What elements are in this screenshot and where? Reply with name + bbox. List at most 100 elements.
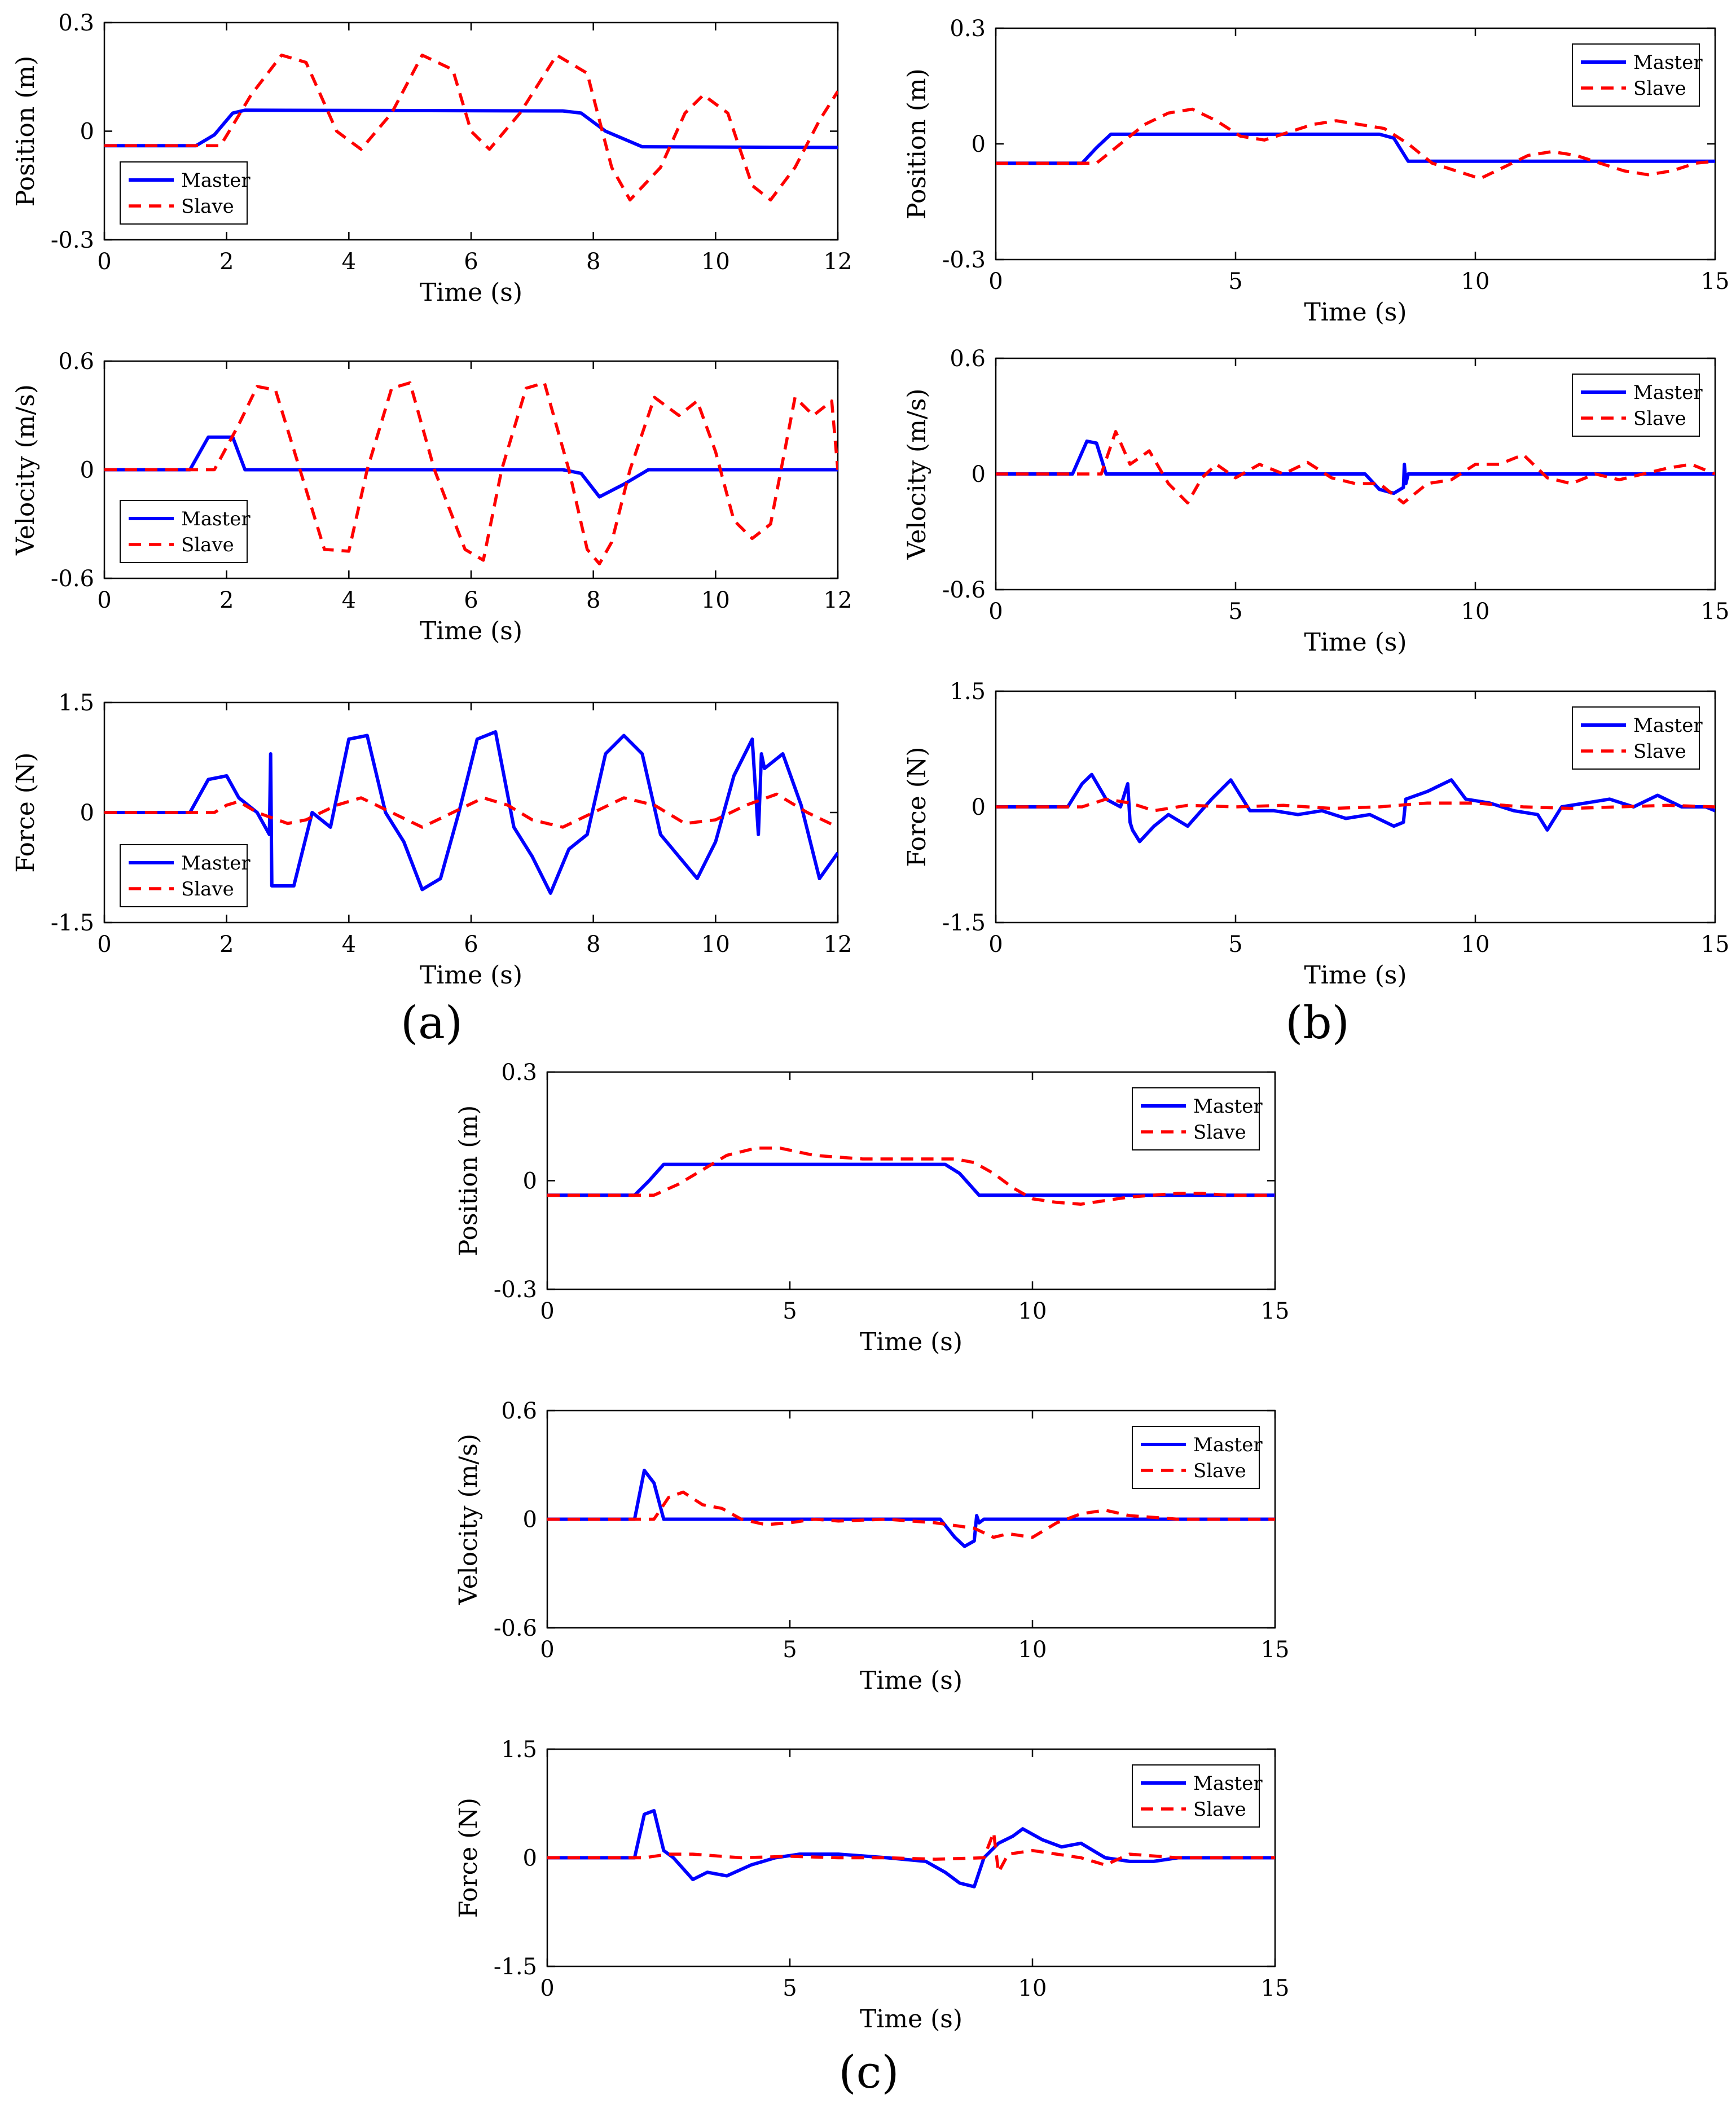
x-tick-label: 2 (219, 249, 234, 275)
y-tick-label: 0 (80, 119, 94, 145)
series-master-line (547, 1162, 1275, 1197)
y-tick-label: 0 (972, 131, 986, 157)
y-tick-label: 0.6 (501, 1398, 537, 1424)
x-tick-label: 15 (1701, 599, 1730, 625)
x-axis-label: Time (s) (860, 2005, 963, 2034)
x-tick-label: 0 (540, 1298, 554, 1324)
series-slave-line (547, 1490, 1275, 1539)
x-tick-label: 8 (586, 587, 600, 613)
series-master-line (104, 108, 838, 150)
x-tick-label: 10 (1018, 1298, 1047, 1324)
y-axis-label: Force (N) (11, 752, 40, 872)
legend-master-label: Master (1193, 1772, 1263, 1795)
legend: Master Slave (1572, 43, 1703, 107)
legend-slave-label: Slave (1633, 740, 1686, 763)
legend-box (120, 500, 248, 563)
x-tick-label: 5 (783, 1637, 797, 1663)
series-slave-line (547, 1830, 1275, 1874)
legend-master-label: Master (1193, 1095, 1263, 1118)
series-master-line (996, 772, 1715, 844)
y-axis-label: Position (m) (903, 68, 931, 219)
y-tick-label: 0 (80, 458, 94, 484)
legend-box (1132, 1764, 1260, 1828)
x-tick-label: 15 (1701, 269, 1730, 295)
x-tick-label: 8 (586, 932, 600, 958)
series-slave-line (996, 430, 1715, 505)
panel-label-b: (b) (1285, 996, 1350, 1049)
x-tick-label: 6 (464, 932, 478, 958)
legend: Master Slave (1132, 1087, 1263, 1150)
y-axis-label: Velocity (m/s) (903, 388, 931, 560)
x-tick-label: 0 (97, 587, 111, 613)
panel-label-a: (a) (401, 996, 463, 1049)
legend: Master Slave (1132, 1764, 1263, 1828)
x-tick-label: 12 (824, 587, 852, 613)
legend-box (1572, 374, 1700, 437)
y-tick-label: 0 (523, 1507, 537, 1533)
x-tick-label: 15 (1261, 1975, 1290, 2001)
y-tick-label: -0.3 (494, 1277, 537, 1303)
y-tick-label: 1.5 (950, 679, 986, 705)
legend-master-label: Master (181, 508, 250, 530)
y-tick-label: 0.3 (58, 10, 94, 36)
x-tick-label: 10 (1461, 269, 1490, 295)
x-tick-label: 0 (540, 1975, 554, 2001)
x-tick-label: 2 (219, 587, 234, 613)
x-tick-label: 0 (97, 249, 111, 275)
y-axis-label: Force (N) (454, 1798, 483, 1918)
legend-slave-label: Slave (181, 534, 234, 556)
x-tick-label: 5 (1228, 932, 1242, 958)
series-slave-line (547, 1147, 1275, 1206)
y-tick-label: -1.5 (51, 910, 94, 936)
x-tick-label: 10 (1461, 599, 1490, 625)
x-tick-label: 4 (342, 249, 356, 275)
x-axis-label: Time (s) (860, 1328, 963, 1356)
series-master-line (547, 1468, 1275, 1548)
legend-box (1132, 1087, 1260, 1150)
x-tick-label: 0 (540, 1637, 554, 1663)
y-axis-label: Position (m) (11, 56, 40, 207)
legend: Master Slave (120, 500, 250, 563)
x-tick-label: 10 (701, 932, 730, 958)
legend: Master Slave (1132, 1426, 1263, 1489)
x-tick-label: 10 (1018, 1975, 1047, 2001)
legend-master-label: Master (1633, 381, 1703, 404)
legend-slave-label: Slave (1633, 77, 1686, 100)
y-tick-label: 1.5 (58, 690, 94, 716)
legend-box (1572, 43, 1700, 107)
y-tick-label: -0.3 (942, 247, 986, 273)
series-master-line (104, 435, 838, 499)
legend: Master Slave (120, 161, 250, 225)
y-tick-label: 1.5 (501, 1737, 537, 1763)
legend: Master Slave (120, 844, 250, 907)
legend: Master Slave (1572, 706, 1703, 770)
y-tick-label: 0 (972, 794, 986, 820)
legend-slave-label: Slave (1633, 407, 1686, 430)
y-tick-label: 0.3 (501, 1060, 537, 1086)
series-master-line (996, 439, 1715, 495)
legend: Master Slave (1572, 374, 1703, 437)
x-tick-label: 10 (1461, 932, 1490, 958)
x-tick-label: 0 (988, 269, 1003, 295)
x-tick-label: 4 (342, 932, 356, 958)
panel-label-c: (c) (838, 2046, 899, 2098)
x-tick-label: 6 (464, 249, 478, 275)
series-slave-line (104, 381, 838, 566)
x-tick-label: 6 (464, 587, 478, 613)
y-tick-label: 0 (80, 800, 94, 826)
y-tick-label: -1.5 (494, 1954, 537, 1980)
x-tick-label: 0 (988, 932, 1003, 958)
legend-master-label: Master (1633, 51, 1703, 74)
series-master-line (547, 1809, 1275, 1889)
x-tick-label: 0 (988, 599, 1003, 625)
